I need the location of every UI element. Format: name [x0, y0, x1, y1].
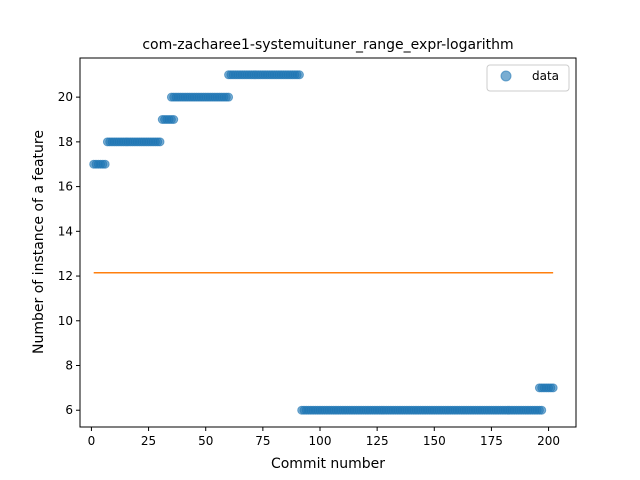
data-point	[169, 115, 179, 124]
y-tick-label: 18	[58, 135, 73, 149]
x-tick-label: 100	[309, 434, 332, 448]
x-axis: 0 25 50 75 100 125 150 175 200	[88, 427, 560, 448]
data-point	[537, 405, 547, 415]
legend-label-data: data	[532, 69, 559, 83]
y-tick-label: 6	[65, 403, 73, 417]
data-point	[155, 137, 165, 147]
x-tick-label: 0	[88, 434, 96, 448]
chart-title: com-zacharee1-systemuituner_range_expr-l…	[142, 37, 513, 53]
plot-area	[89, 70, 558, 415]
y-tick-label: 12	[58, 269, 73, 283]
y-tick-label: 20	[58, 90, 73, 104]
plot-frame	[79, 57, 577, 428]
data-point	[294, 70, 304, 80]
y-axis-label: Number of instance of a feature	[31, 130, 47, 354]
series-data-points	[89, 70, 558, 415]
y-tick-label: 8	[65, 359, 73, 373]
legend-marker	[500, 70, 512, 82]
x-tick-label: 50	[198, 434, 213, 448]
y-tick-label: 10	[58, 314, 73, 328]
y-tick-label: 16	[58, 180, 73, 194]
x-tick-label: 25	[141, 434, 156, 448]
x-tick-label: 75	[255, 434, 270, 448]
y-tick-label: 14	[58, 224, 73, 238]
series-layer	[89, 70, 558, 415]
data-point	[548, 383, 558, 393]
data-point	[224, 92, 234, 102]
legend: data	[486, 64, 570, 92]
data-point	[100, 159, 110, 169]
x-axis-label: Commit number	[271, 456, 385, 472]
x-tick-label: 175	[480, 434, 503, 448]
x-tick-label: 125	[366, 434, 389, 448]
y-axis: 6 8 10 12 14 16 18 20	[58, 90, 80, 417]
x-tick-label: 200	[537, 434, 560, 448]
x-tick-label: 150	[423, 434, 446, 448]
